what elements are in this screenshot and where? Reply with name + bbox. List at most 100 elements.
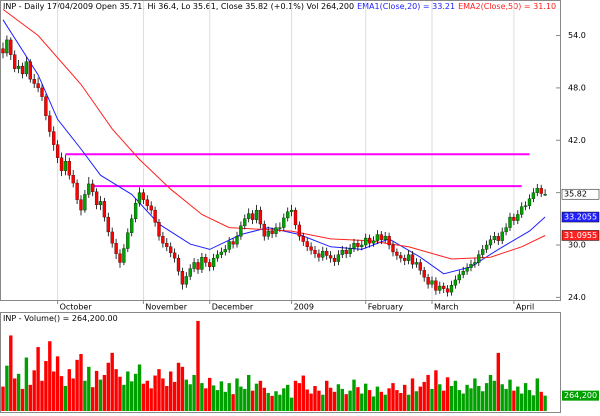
price-badge-box	[561, 188, 600, 200]
volume-bar	[309, 393, 313, 411]
volume-badge: 264,200	[564, 391, 597, 400]
volume-bar	[219, 381, 224, 411]
candle-body	[453, 279, 458, 286]
volume-bar	[473, 378, 477, 411]
volume-bar	[313, 386, 317, 411]
volume-bar	[383, 394, 387, 411]
candle-body	[352, 243, 356, 249]
volume-bar	[352, 379, 356, 411]
candle-body	[379, 234, 383, 240]
candle-body	[59, 157, 64, 171]
volume-bar	[223, 391, 227, 411]
candle-body	[328, 255, 333, 259]
volume-bar	[270, 395, 274, 411]
y-tick-label: 42.0	[568, 136, 586, 145]
volume-bar	[137, 364, 142, 411]
ema-badge-box	[561, 211, 600, 223]
candle-body	[371, 240, 376, 244]
candle-body	[430, 280, 434, 285]
volume-bar	[176, 362, 181, 411]
volume-bar	[543, 395, 547, 411]
volume-badge-box	[562, 390, 599, 401]
candle-body	[87, 183, 91, 195]
volume-bar	[395, 390, 399, 411]
candle-body	[406, 254, 411, 261]
legend-ema2: EMA2(Close,50) = 31.10	[458, 2, 556, 11]
volume-bar	[145, 380, 149, 411]
candle-body	[196, 262, 200, 270]
volume-bar	[94, 370, 99, 411]
price-badge: 35.82	[564, 190, 587, 199]
candle-body	[438, 285, 442, 291]
volume-bar	[535, 378, 539, 411]
volume-bar	[192, 374, 196, 411]
candle-body	[106, 216, 110, 233]
volume-bar	[204, 388, 208, 411]
volume-bar	[527, 390, 532, 411]
candle-body	[67, 161, 71, 176]
candle-body	[16, 65, 21, 69]
candle-body	[79, 199, 83, 211]
candle-body	[340, 250, 344, 255]
candle-body	[118, 253, 122, 263]
price-panel	[0, 0, 561, 301]
candle-body	[305, 241, 309, 247]
volume-bar	[118, 376, 122, 411]
volume-header: INP - Volume() = 264,200.00	[3, 314, 118, 323]
volume-title: INP - Volume() = 264,200.00	[3, 314, 118, 323]
candle-body	[204, 257, 208, 263]
x-tick-label: February	[368, 303, 404, 312]
candle-body	[512, 216, 516, 221]
candle-body	[98, 201, 103, 206]
volume-bar	[512, 390, 516, 411]
candle-body	[481, 249, 485, 255]
volume-bar	[44, 361, 48, 411]
volume-bar	[297, 383, 302, 411]
candle-body	[48, 115, 52, 132]
candle-body	[235, 236, 239, 245]
candle-body	[461, 271, 465, 275]
candle-body	[457, 274, 461, 281]
candle-body	[227, 241, 231, 250]
volume-bar	[430, 388, 434, 411]
candle-body	[20, 65, 25, 75]
candle-body	[231, 241, 235, 245]
candle-body	[165, 243, 169, 247]
candle-body	[184, 276, 188, 285]
candle-body	[208, 262, 212, 267]
volume-bar	[130, 381, 134, 411]
volume-bar	[48, 341, 52, 411]
candle-body	[130, 218, 134, 233]
volume-bar	[492, 380, 497, 411]
candle-body	[254, 209, 259, 220]
candle-body	[297, 224, 302, 237]
volume-bar	[91, 387, 95, 411]
volume-bar	[278, 394, 282, 411]
volume-bar	[231, 394, 235, 411]
volume-bar	[59, 376, 64, 411]
volume-bar	[317, 390, 321, 411]
volume-bar	[20, 388, 25, 411]
candle-body	[426, 277, 430, 285]
volume-bar	[516, 386, 520, 411]
x-tick-label: 2009	[294, 303, 314, 312]
volume-bar	[215, 390, 220, 411]
volume-bar	[1, 386, 5, 411]
volume-bar	[208, 377, 212, 411]
candle-body	[28, 61, 32, 80]
volume-bar	[149, 388, 153, 411]
y-tick-label: 30.0	[568, 241, 586, 250]
candle-body	[418, 262, 422, 271]
volume-bar	[340, 388, 344, 411]
volume-bar	[523, 383, 528, 411]
candle-body	[122, 248, 126, 263]
volume-bar	[5, 365, 9, 411]
candle-body	[75, 182, 79, 200]
volume-bar	[172, 381, 177, 411]
volume-bar	[356, 387, 360, 411]
volume-bar	[500, 384, 504, 411]
candle-body	[157, 222, 161, 237]
volume-bar	[403, 384, 407, 411]
volume-bar	[414, 391, 419, 411]
